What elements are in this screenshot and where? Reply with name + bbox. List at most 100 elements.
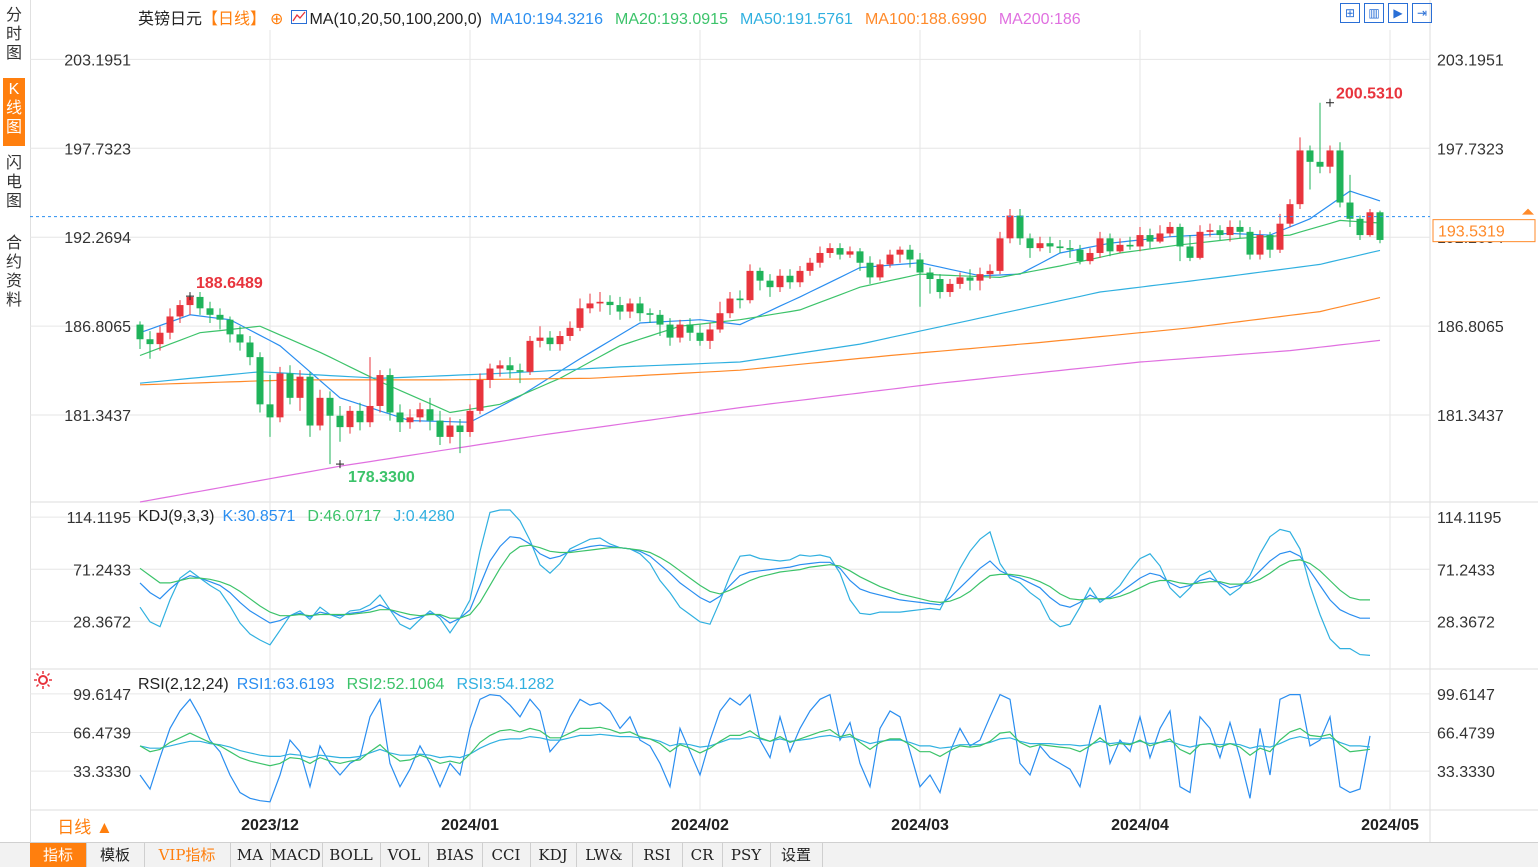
candle-body [926,272,934,280]
candle-body [686,324,694,333]
candle-body [786,275,794,283]
candle-body [706,329,714,341]
candle-body [226,319,234,335]
add-indicator-icon[interactable]: ⊕ [270,11,284,28]
candle-body [1086,252,1094,262]
indicator-tab-9[interactable]: KDJ [530,843,577,867]
kdj-tick-right: 28.3672 [1437,614,1495,631]
ma10-value: MA10:194.3216 [490,11,603,28]
candle-body [196,296,204,309]
indicator-tab-0[interactable]: 指标 [30,843,87,867]
low-label: 178.3300 [348,469,415,486]
candle-body [1246,231,1254,255]
sun-icon[interactable] [34,671,52,689]
period-toggle-button[interactable]: 日线 ▲ [57,818,113,837]
rsi-tick-right: 99.6147 [1437,687,1495,704]
candle-body [216,314,224,320]
candle-body [1266,235,1274,250]
kdj-tick-right: 114.1195 [1437,510,1501,527]
indicator-tab-5[interactable]: BOLL [322,843,381,867]
ma-line-ma100 [139,297,1381,386]
indicator-tab-6[interactable]: VOL [380,843,429,867]
candle-body [576,308,584,328]
candle-body [726,298,734,314]
ma-title: MA(10,20,50,100,200,0) [309,11,482,28]
tab-flash-chart[interactable]: 闪电图 [5,155,22,210]
indicator-tab-12[interactable]: CR [682,843,723,867]
tab-contract-info[interactable]: 合约资料 [5,235,22,309]
candle-body [326,397,334,416]
play-icon[interactable]: ▶ [1388,3,1408,23]
tile-view-icon[interactable]: ▥ [1364,3,1384,23]
tab-minute-chart[interactable]: 分时图 [5,7,22,62]
rsi-line-rsi3 [139,733,1371,759]
kdj-tick-left: 71.2433 [73,562,131,579]
candle-body [1136,235,1144,247]
expand-icon[interactable]: ⇥ [1412,3,1432,23]
candle-body [1306,150,1314,162]
ma-line-ma10 [139,190,1381,423]
candle-body [586,303,594,309]
candle-body [486,368,494,380]
candle-body [426,409,434,421]
candle-body [526,340,534,372]
candle-body [696,332,704,341]
candle-body [746,270,754,301]
indicator-tab-3[interactable]: MA [230,843,271,867]
x-tick-label: 2024/01 [441,817,499,834]
candle-body [276,373,284,418]
candle-body [186,296,194,306]
grid-view-icon[interactable]: ⊞ [1340,3,1360,23]
indicator-tab-4[interactable]: MACD [270,843,323,867]
chart-tools: ⊞ ▥ ▶ ⇥ [1340,3,1436,23]
candle-body [296,376,304,398]
indicator-tab-10[interactable]: LW& [576,843,633,867]
main-header: 英镑日元【日线】 ⊕ MA(10,20,50,100,200,0) MA10:194.… [138,5,1093,29]
ma-chart-icon [291,10,308,28]
rsi-title: RSI(2,12,24) [138,676,229,693]
price-tick-left: 203.1951 [64,52,131,69]
candle-body [876,264,884,278]
tab-kline-chart[interactable]: K线图 [3,78,25,146]
indicator-tab-11[interactable]: RSI [632,843,683,867]
candle-body [536,337,544,341]
candle-body [1076,249,1084,262]
price-tick-left: 197.7323 [64,141,131,158]
candle-body [766,280,774,288]
candle-body [456,425,464,433]
indicator-tab-2[interactable]: VIP指标 [144,843,231,867]
candle-body [646,313,654,315]
period-label[interactable]: 【日线】 [202,11,267,28]
candle-body [286,373,294,398]
ma200-value: MA200:186 [998,11,1081,28]
kdj-d-value: D:46.0717 [307,508,382,525]
indicator-tab-14[interactable]: 设置 [770,843,823,867]
indicator-tab-1[interactable]: 模板 [86,843,145,867]
symbol-name: 英镑日元 [138,11,203,28]
price-tick-right: 181.3437 [1437,408,1504,425]
kline-chart[interactable]: 2023/12 2024/01 2024/02 2024/03 2024/04 2024/… [0,0,1538,842]
price-tick-right: 203.1951 [1437,52,1504,69]
candle-body [1156,233,1164,242]
candle-body [256,357,264,405]
candle-body [1236,226,1244,232]
kdj-j-value: J:0.4280 [393,508,455,525]
candle-body [1326,150,1334,167]
candle-body [836,248,844,255]
indicator-tab-13[interactable]: PSY [722,843,771,867]
candle-body [376,375,384,406]
current-price-arrow [1522,208,1534,215]
price-tick-left: 186.8065 [64,319,131,336]
candle-body [1186,246,1194,258]
indicator-tab-7[interactable]: BIAS [428,843,483,867]
indicator-tab-8[interactable]: CCI [482,843,531,867]
candle-body [1286,204,1294,224]
candle-body [1096,238,1104,253]
kdj-tick-left: 28.3672 [73,614,131,631]
candle-body [656,314,664,325]
candle-body [796,270,804,283]
candle-body [156,332,164,345]
price-tick-right: 197.7323 [1437,141,1504,158]
rsi-tick-right: 33.3330 [1437,764,1495,781]
candle-body [856,251,864,263]
